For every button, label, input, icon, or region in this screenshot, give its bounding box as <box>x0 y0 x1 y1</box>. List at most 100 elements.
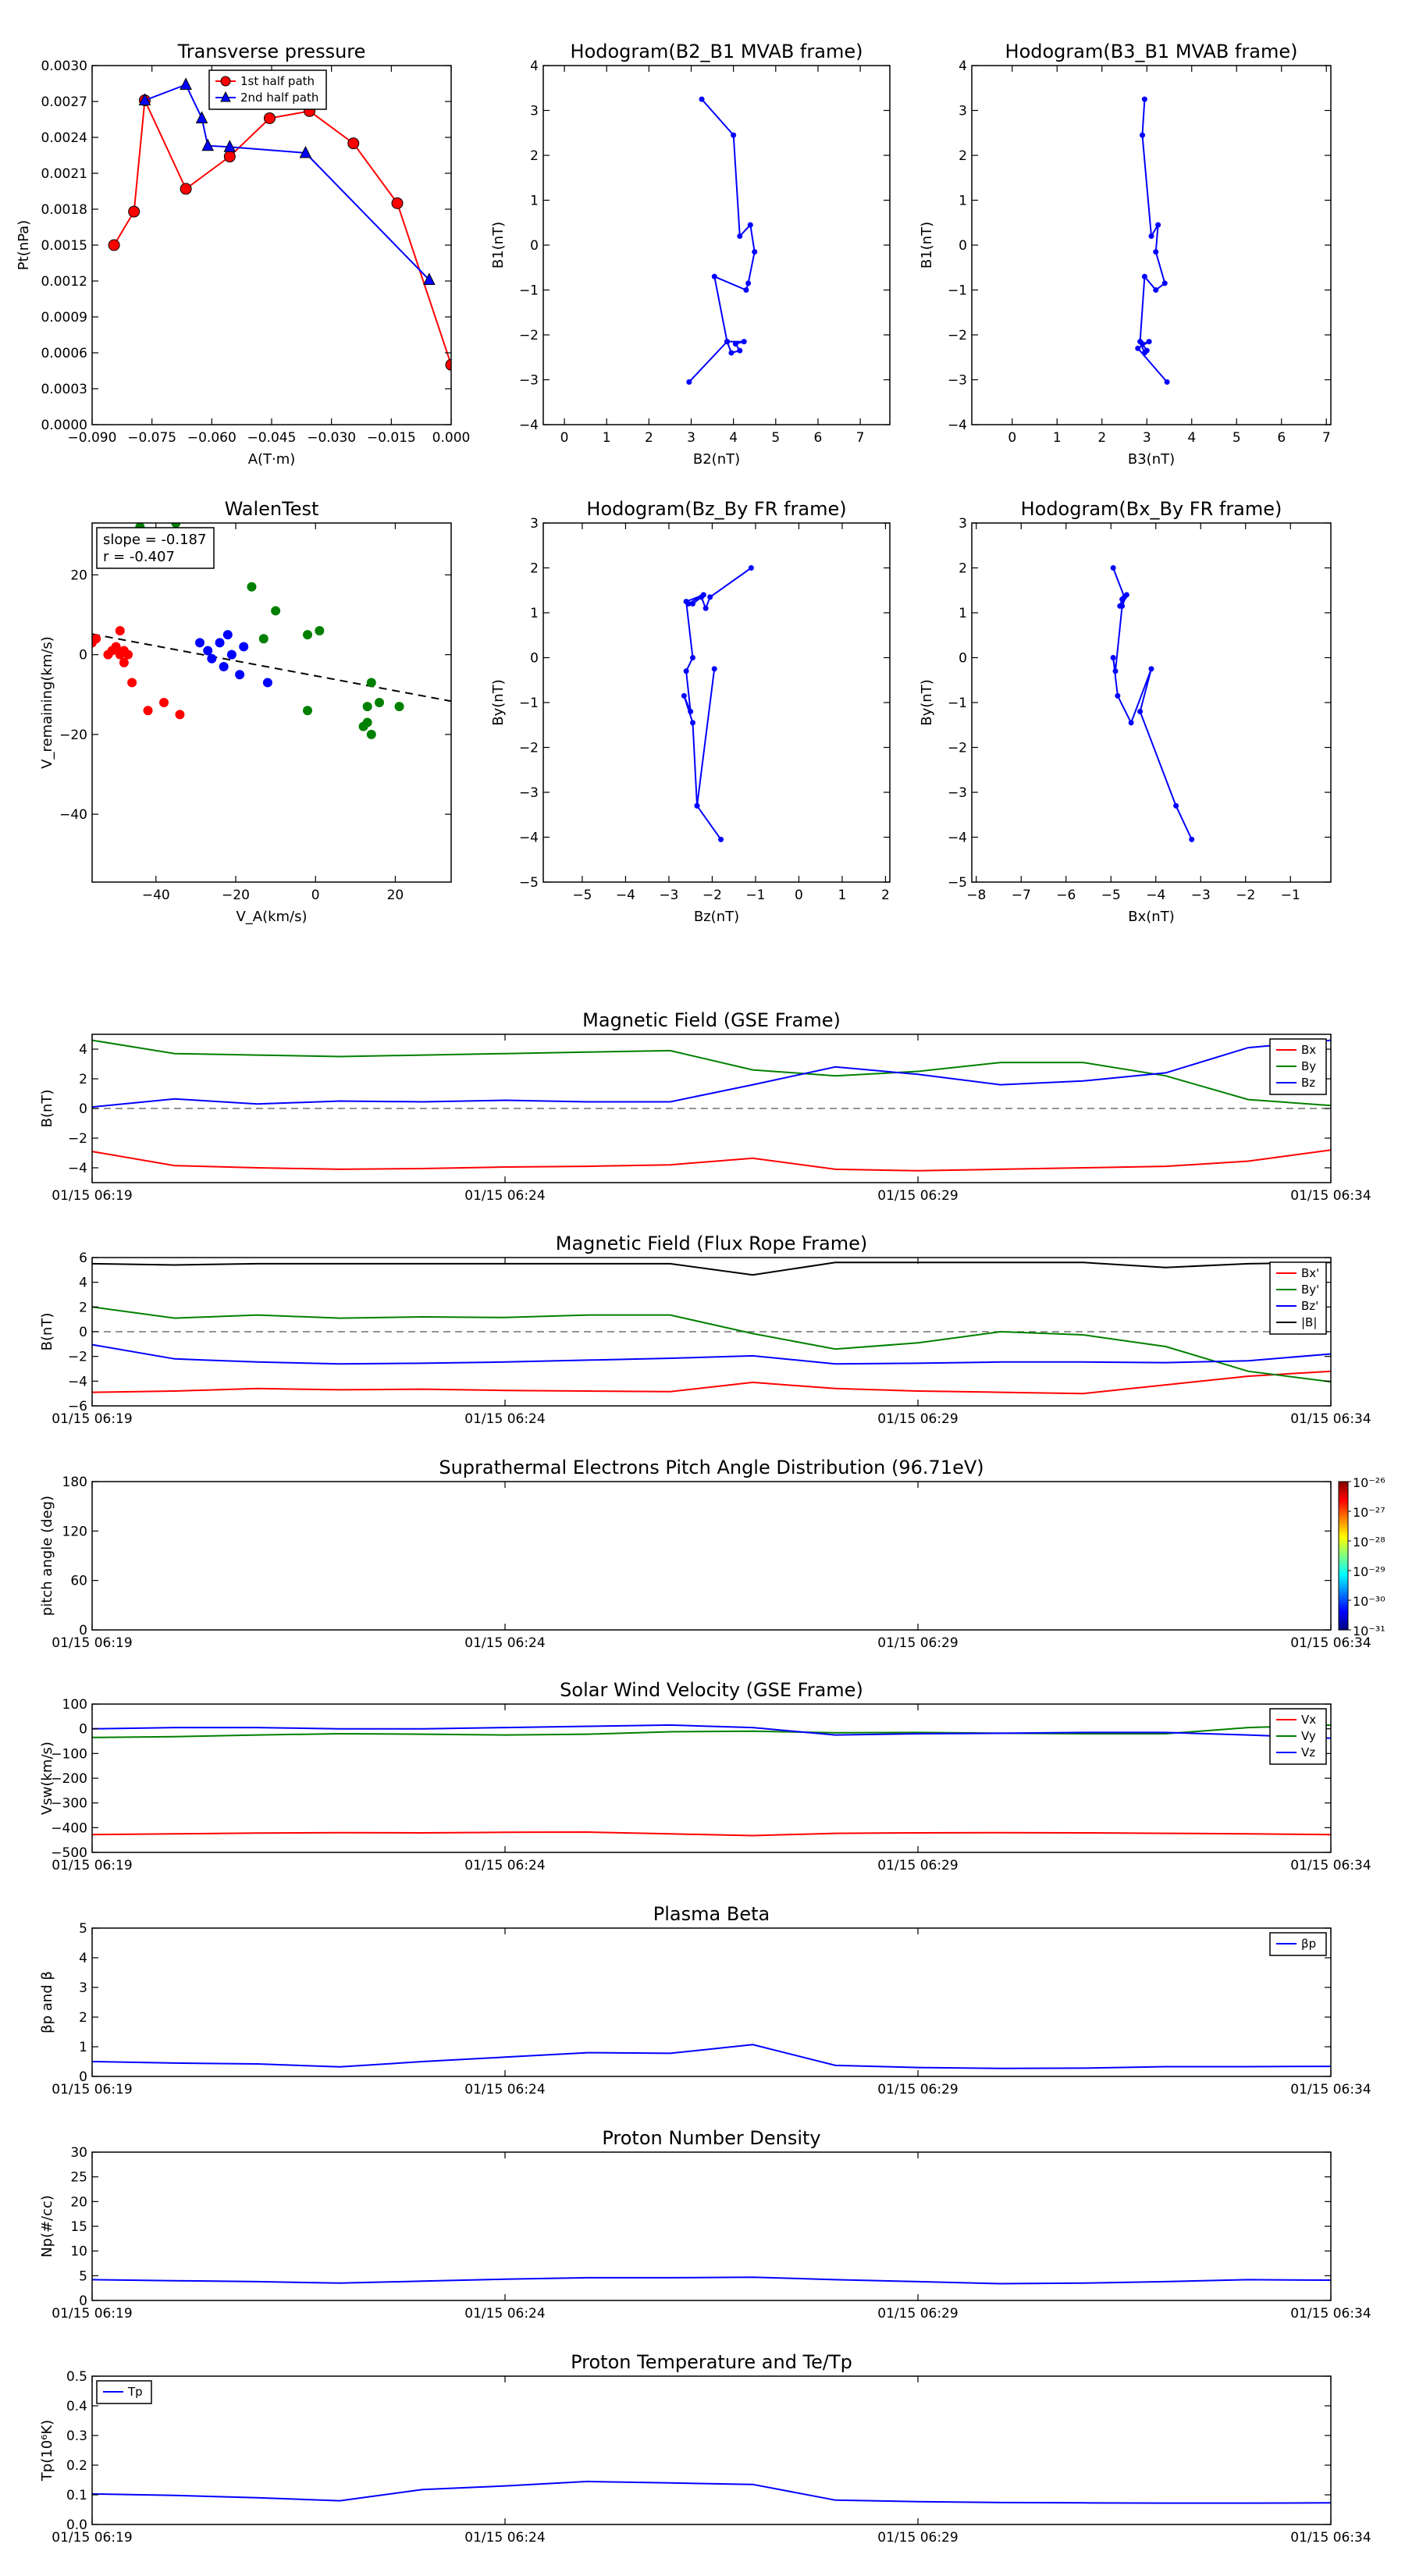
data-point <box>748 565 754 571</box>
x-tick-label: −3 <box>659 888 678 903</box>
y-tick-label: −3 <box>948 785 967 801</box>
series-line <box>113 97 451 365</box>
data-point <box>223 140 237 152</box>
data-point <box>1135 345 1141 351</box>
legend-label: βp <box>1301 1937 1316 1951</box>
legend-label: Vz <box>1301 1745 1315 1759</box>
x-tick-label: 01/15 06:29 <box>877 1858 958 1873</box>
data-point <box>180 77 192 91</box>
data-point <box>1140 341 1145 347</box>
x-tick-label: −0.045 <box>247 430 297 446</box>
chart-title: Proton Number Density <box>602 2127 820 2149</box>
data-point <box>423 272 436 285</box>
chart-beta: Plasma Beta 01/15 06:19 01/15 06:24 01/15 0… <box>39 1903 1371 2097</box>
y-tick-label: −20 <box>59 728 87 743</box>
y-tick-label: −6 <box>68 1399 87 1414</box>
x-tick-label: −4 <box>616 888 635 903</box>
y-tick-label: 4 <box>79 1042 87 1058</box>
y-tick-label: 0.0021 <box>41 166 87 182</box>
plot-area <box>92 1724 1331 1837</box>
scatter-point <box>123 649 133 660</box>
chart-title: Magnetic Field (GSE Frame) <box>582 1009 841 1031</box>
chart-h3: Hodogram(Bz_By FR frame) −5 −4 −3 −2 −1 0 1 2 −5 −… <box>490 498 891 925</box>
legend-marker <box>220 76 231 87</box>
data-point <box>1110 565 1116 571</box>
y-tick-label: 3 <box>959 516 967 532</box>
y-tick-label: 15 <box>70 2219 87 2235</box>
y-tick-label: −1 <box>948 283 967 299</box>
x-tick-label: 01/15 06:29 <box>877 1411 958 1427</box>
scatter-point <box>226 649 237 660</box>
legend-marker <box>220 91 231 102</box>
colorbar-tick-label: 10⁻²⁹ <box>1353 1564 1385 1579</box>
y-tick-label: 2 <box>79 2010 87 2026</box>
y-tick-label: 0.0006 <box>41 346 87 361</box>
plot-area <box>92 2480 1331 2504</box>
y-tick-label: 180 <box>62 1475 87 1490</box>
x-tick-label: −0.030 <box>307 430 356 446</box>
y-tick-label: 1 <box>79 2040 87 2055</box>
data-point <box>1144 347 1150 354</box>
data-point <box>689 655 695 660</box>
axes-frame <box>971 522 1332 883</box>
x-tick-label: 4 <box>729 430 738 446</box>
y-tick-label: 0.0012 <box>41 274 87 290</box>
x-tick-label: 01/15 06:19 <box>52 2530 132 2546</box>
data-point <box>737 233 743 239</box>
x-tick-label: −0.015 <box>367 430 416 446</box>
data-point <box>1137 709 1144 714</box>
chart-vsw: Solar Wind Velocity (GSE Frame) 01/15 06:… <box>39 1679 1371 1873</box>
x-tick-label: −8 <box>966 888 986 903</box>
series-line <box>92 1149 1331 1172</box>
data-point <box>1146 339 1152 345</box>
y-tick-label: 0.0003 <box>41 382 87 397</box>
x-tick-label: 0 <box>795 888 803 903</box>
y-tick-label: 3 <box>530 516 539 532</box>
axes-frame <box>91 1034 1332 1183</box>
scatter-point <box>143 706 153 716</box>
scatter-point <box>362 702 372 712</box>
legend-label: Bx <box>1301 1043 1316 1057</box>
data-point <box>681 692 687 699</box>
data-point <box>731 132 737 138</box>
scatter-point <box>262 678 272 688</box>
y-axis-label: B1(nT) <box>919 222 935 269</box>
y-tick-label: −3 <box>519 373 539 389</box>
data-point <box>737 347 743 354</box>
legend-label: Tp <box>127 2385 143 2399</box>
scatter-point <box>375 698 384 707</box>
data-point <box>728 350 735 356</box>
legend: βp <box>1269 1932 1327 1956</box>
scatter-point <box>303 630 312 640</box>
legend: Vx Vy Vz <box>1269 1708 1327 1765</box>
x-tick-label: 01/15 06:34 <box>1290 1858 1371 1873</box>
x-tick-label: 01/15 06:19 <box>52 1858 132 1873</box>
chart-title: Plasma Beta <box>653 1903 770 1925</box>
chart-title: Hodogram(B2_B1 MVAB frame) <box>571 41 863 62</box>
axes-frame <box>91 1257 1332 1407</box>
plot-area <box>92 2276 1331 2285</box>
x-tick-label: 01/15 06:34 <box>1290 1635 1371 1651</box>
y-tick-label: 120 <box>62 1524 87 1539</box>
x-tick-label: 2 <box>645 430 653 446</box>
x-tick-label: 01/15 06:19 <box>52 1635 132 1651</box>
data-point <box>694 802 700 809</box>
x-axis-label: Bx(nT) <box>1128 909 1174 925</box>
x-tick-label: 7 <box>1322 430 1331 446</box>
scatter-point <box>315 626 325 635</box>
scatter-point <box>171 523 181 528</box>
data-point <box>700 592 706 598</box>
data-point <box>1153 287 1159 293</box>
y-tick-label: −2 <box>68 1131 87 1147</box>
data-point <box>1112 668 1119 674</box>
x-tick-label: 1 <box>1053 430 1062 446</box>
data-point <box>1141 96 1147 102</box>
scatter-point <box>175 710 185 720</box>
x-tick-label: 1 <box>838 888 847 903</box>
colorbar-tick-label: 10⁻²⁶ <box>1353 1475 1385 1490</box>
data-point <box>732 341 738 347</box>
x-tick-label: 0 <box>560 430 569 446</box>
legend-label: Vx <box>1301 1713 1316 1727</box>
y-tick-label: 0 <box>959 238 967 254</box>
legend-label: |B| <box>1301 1315 1317 1329</box>
